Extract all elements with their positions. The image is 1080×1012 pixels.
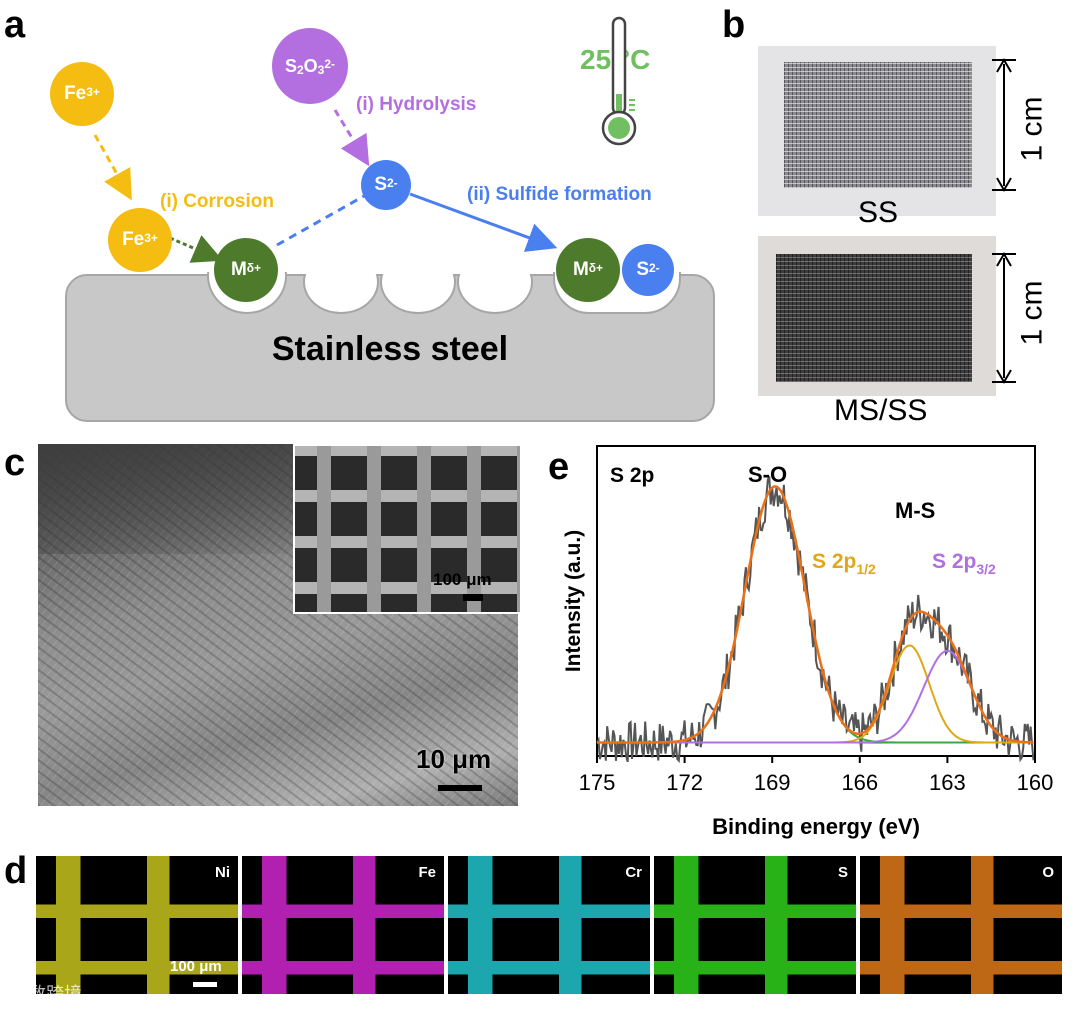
x-tick-label: 163 [929, 770, 966, 795]
sulfide-formation-label: (ii) Sulfide formation [467, 184, 652, 205]
x-tick-label: 172 [666, 770, 703, 795]
sulfide-ion-bonded: S 2- [622, 244, 674, 296]
eds-map-o: O [860, 856, 1062, 994]
eds-map-cr: Cr [448, 856, 650, 994]
ms-ss-mesh [776, 254, 972, 382]
corrosion-label: (i) Corrosion [160, 191, 274, 212]
sulfide-formation-arrow [409, 192, 558, 252]
panel-b-letter: b [722, 4, 746, 46]
x-tick-label: 166 [841, 770, 878, 795]
sem-inset: 100 μm [293, 444, 522, 614]
series-raw [596, 476, 1035, 764]
y-axis-label: Intensity (a.u.) [562, 530, 585, 672]
reaction-arrows [93, 109, 558, 263]
watermark: 大数跨境 [10, 984, 82, 1004]
annotation-s2p32: S 2p3/2 [932, 550, 996, 577]
thiosulfate-ion: S 2 O 3 2- [272, 28, 348, 104]
sulfide-ion: S 2- [361, 160, 411, 210]
panel-a-letter: a [4, 4, 26, 46]
series-envelope [597, 485, 1034, 744]
fe3-ion-surface: Fe 3+ [108, 208, 172, 272]
sulfide-link [276, 194, 365, 247]
panel-c-letter: c [4, 442, 26, 484]
sem-scale-label: 10 μm [416, 744, 492, 774]
inset-scale-label: 100 μm [433, 570, 492, 589]
eds-map-fe: Fe [242, 856, 444, 994]
x-tick-label: 169 [754, 770, 791, 795]
corrosion-arrow [169, 235, 224, 263]
eds-scale-bar [193, 982, 217, 987]
thermometer-icon [601, 16, 637, 146]
ss-photo [758, 46, 996, 216]
eds-map-ni: Ni [36, 856, 238, 994]
hydrolysis-label: (i) Hydrolysis [356, 94, 477, 115]
ms-ss-label: MS/SS [834, 394, 928, 427]
scale-label-top: 1 cm [1015, 96, 1049, 162]
annotation-m-s: M-S [895, 498, 935, 523]
eds-scale-label: 100 μm [170, 958, 222, 975]
substrate-label: Stainless steel [271, 330, 509, 368]
annotation-s-o: S-O [748, 462, 787, 487]
x-tick-label: 160 [1017, 770, 1054, 795]
sem-image [38, 444, 518, 806]
annotation-s2p12: S 2p1/2 [812, 550, 876, 577]
chart-title: S 2p [610, 464, 654, 487]
series-s-o [597, 485, 1034, 744]
inset-scale-bar [463, 594, 483, 601]
fe-arrow [93, 134, 132, 201]
scale-label-bottom: 1 cm [1015, 280, 1049, 346]
fe3-ion: Fe 3+ [50, 62, 114, 126]
sem-scale-bar [438, 785, 482, 791]
x-axis-label: Binding energy (eV) [712, 814, 920, 839]
xps-chart: 175 172 169 166 163 160 S 2p S-O M-S S 2p1/2 … [562, 445, 1054, 839]
scale-arrows [992, 58, 1016, 384]
panel-d-letter: d [4, 850, 28, 892]
ss-label: SS [858, 196, 899, 229]
x-tick-label: 175 [579, 770, 616, 795]
eds-map-s: S [654, 856, 856, 994]
panel-e-letter: e [548, 446, 570, 488]
plot-frame [596, 445, 1036, 757]
hydrolysis-arrow [333, 109, 370, 167]
ss-mesh [784, 62, 972, 188]
ms-ss-photo [758, 236, 996, 396]
